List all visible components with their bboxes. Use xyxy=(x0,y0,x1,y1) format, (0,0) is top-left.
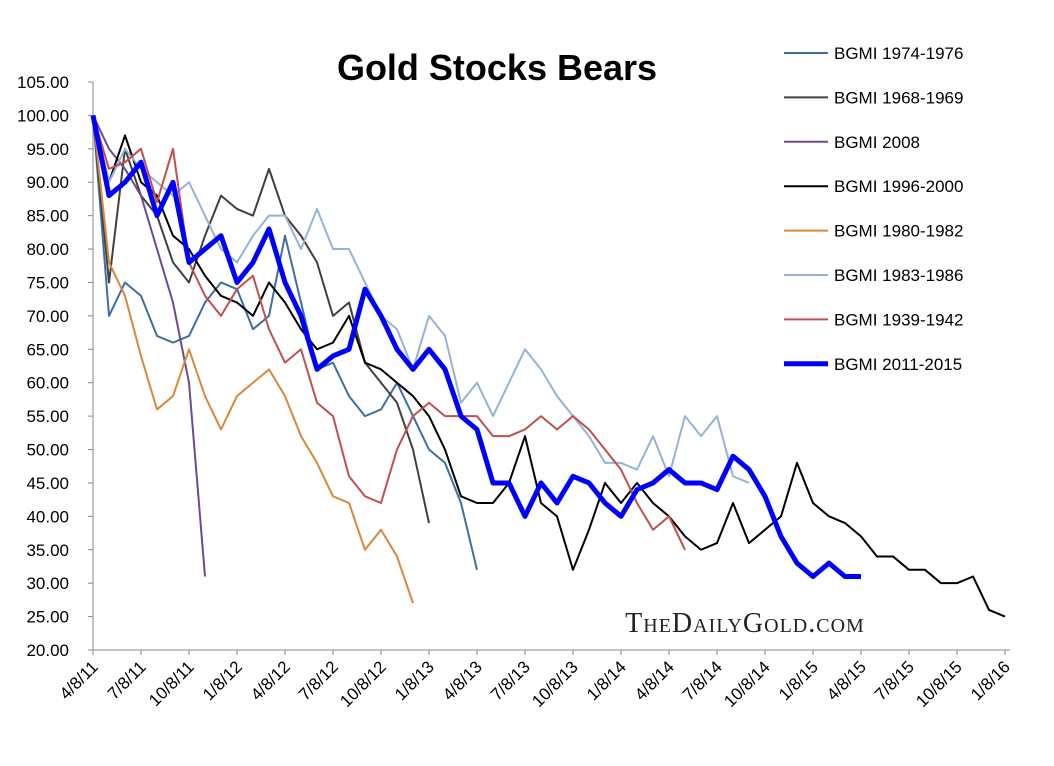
series-line xyxy=(92,115,750,484)
y-tick-label: 60.00 xyxy=(26,374,69,393)
y-tick-label: 75.00 xyxy=(26,273,69,292)
y-tick-label: 90.00 xyxy=(26,173,69,192)
y-tick-label: 30.00 xyxy=(26,574,69,593)
series-line xyxy=(92,115,686,551)
y-tick-label: 70.00 xyxy=(26,307,69,326)
legend-label: BGMI 1980-1982 xyxy=(834,222,963,241)
y-tick-label: 80.00 xyxy=(26,240,69,259)
y-tick-label: 85.00 xyxy=(26,207,69,226)
series-line xyxy=(92,115,1006,618)
series-line xyxy=(92,114,206,577)
y-tick-label: 55.00 xyxy=(26,407,69,426)
y-tick-label: 65.00 xyxy=(26,340,69,359)
y-tick-label: 45.00 xyxy=(26,474,69,493)
y-tick-label: 35.00 xyxy=(26,541,69,560)
y-tick-label: 40.00 xyxy=(26,507,69,526)
legend-label: BGMI 1983-1986 xyxy=(834,266,963,285)
watermark: TheDailyGold.com xyxy=(625,608,865,639)
y-tick-label: 25.00 xyxy=(26,608,69,627)
series-line xyxy=(92,115,430,524)
y-tick-label: 100.00 xyxy=(17,106,69,125)
series-line xyxy=(92,115,414,604)
legend-label: BGMI 2011-2015 xyxy=(834,355,962,374)
chart-title: Gold Stocks Bears xyxy=(337,47,657,88)
legend-label: BGMI 1939-1942 xyxy=(834,310,963,329)
series-line xyxy=(90,114,861,579)
legend-label: BGMI 1974-1976 xyxy=(834,44,963,63)
y-tick-label: 105.00 xyxy=(17,73,69,92)
y-tick-label: 50.00 xyxy=(26,441,69,460)
legend-label: BGMI 1968-1969 xyxy=(834,88,963,107)
legend-label: BGMI 1996-2000 xyxy=(834,177,963,196)
legend-label: BGMI 2008 xyxy=(834,133,920,152)
y-tick-label: 95.00 xyxy=(26,140,69,159)
y-tick-label: 20.00 xyxy=(26,641,69,660)
